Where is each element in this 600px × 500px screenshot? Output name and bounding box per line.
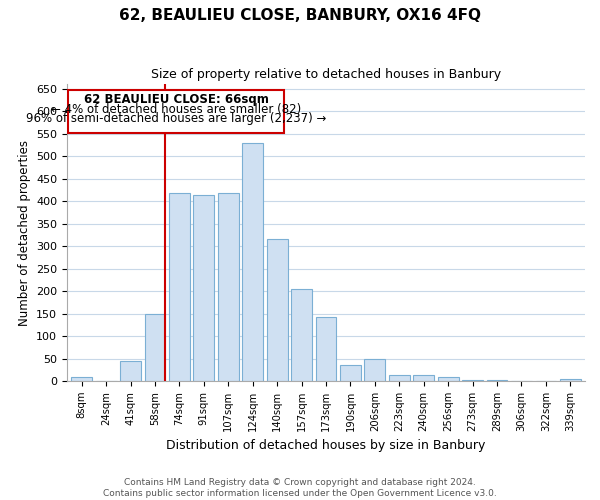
Title: Size of property relative to detached houses in Banbury: Size of property relative to detached ho… — [151, 68, 501, 80]
Y-axis label: Number of detached properties: Number of detached properties — [17, 140, 31, 326]
Text: 62, BEAULIEU CLOSE, BANBURY, OX16 4FQ: 62, BEAULIEU CLOSE, BANBURY, OX16 4FQ — [119, 8, 481, 22]
Bar — [413, 375, 434, 381]
Bar — [291, 289, 312, 381]
Bar — [487, 380, 508, 381]
Bar — [169, 193, 190, 381]
Bar — [218, 193, 239, 381]
Bar — [364, 360, 385, 381]
Bar — [193, 194, 214, 381]
Bar — [340, 366, 361, 381]
Bar — [316, 317, 337, 381]
Bar — [145, 314, 166, 381]
Text: 62 BEAULIEU CLOSE: 66sqm: 62 BEAULIEU CLOSE: 66sqm — [84, 93, 269, 106]
FancyBboxPatch shape — [68, 90, 284, 132]
Bar — [71, 378, 92, 381]
Bar — [267, 240, 287, 381]
Bar — [560, 379, 581, 381]
Text: Contains HM Land Registry data © Crown copyright and database right 2024.
Contai: Contains HM Land Registry data © Crown c… — [103, 478, 497, 498]
Text: 96% of semi-detached houses are larger (2,237) →: 96% of semi-detached houses are larger (… — [26, 112, 326, 126]
Text: ← 4% of detached houses are smaller (82): ← 4% of detached houses are smaller (82) — [51, 103, 301, 116]
X-axis label: Distribution of detached houses by size in Banbury: Distribution of detached houses by size … — [166, 440, 486, 452]
Bar — [120, 362, 141, 381]
Bar — [462, 380, 483, 381]
Bar — [242, 143, 263, 381]
Bar — [438, 376, 458, 381]
Bar — [389, 375, 410, 381]
